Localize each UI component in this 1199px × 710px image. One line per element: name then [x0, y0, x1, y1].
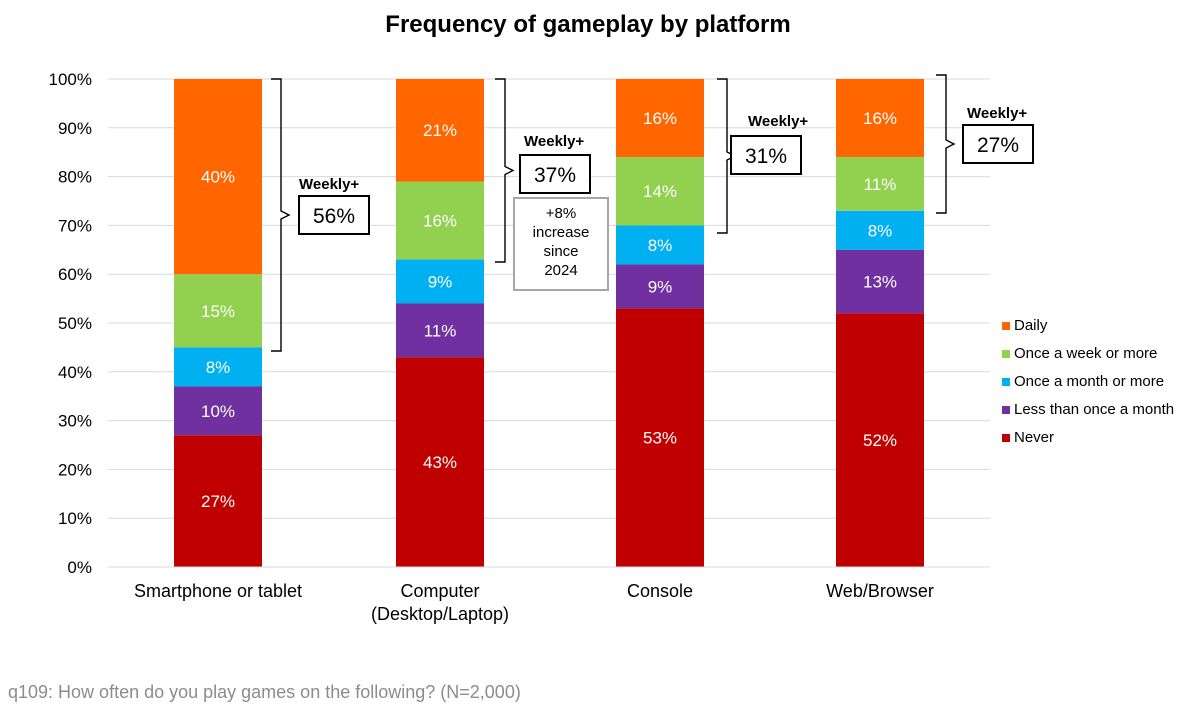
y-tick-label: 90% — [58, 119, 92, 138]
data-label: 11% — [424, 321, 457, 340]
bar-segment — [174, 274, 262, 348]
bar-segment — [174, 386, 262, 436]
bar-segment — [836, 79, 924, 158]
bar-segment — [396, 79, 484, 182]
bar-segment — [396, 303, 484, 358]
bar-segment — [616, 264, 704, 309]
bar-segment — [836, 249, 924, 314]
x-tick-label: (Desktop/Laptop) — [371, 604, 509, 624]
x-tick-label: Computer — [400, 581, 479, 601]
increase-note-text: increase — [533, 224, 590, 241]
bar-segment — [836, 313, 924, 567]
bar-segment — [836, 157, 924, 211]
weekly-label: Weekly+ — [748, 113, 808, 130]
increase-note-text: +8% — [546, 205, 576, 222]
bar-segment — [174, 435, 262, 567]
increase-note-text: 2024 — [544, 262, 577, 279]
weekly-value: 31% — [745, 145, 787, 168]
data-label: 16% — [863, 109, 897, 128]
weekly-bracket — [495, 78, 515, 263]
footnote: q109: How often do you play games on the… — [8, 682, 521, 702]
data-label: 16% — [643, 109, 677, 128]
y-tick-label: 70% — [58, 216, 92, 235]
weekly-value-box — [962, 124, 1034, 164]
data-label: 27% — [201, 492, 235, 511]
data-label: 8% — [206, 358, 231, 377]
bar-segment — [396, 181, 484, 260]
legend-entry: Daily — [1014, 317, 1048, 334]
data-label: 9% — [648, 277, 673, 296]
y-tick-label: 100% — [49, 70, 92, 89]
data-label: 13% — [863, 273, 897, 292]
bar-segment — [616, 79, 704, 158]
data-label: 16% — [423, 212, 457, 231]
data-label: 15% — [201, 302, 235, 321]
weekly-bracket — [936, 74, 956, 214]
bar-segment — [396, 357, 484, 567]
y-tick-label: 60% — [58, 265, 92, 284]
y-tick-label: 20% — [58, 460, 92, 479]
legend-swatch — [1002, 434, 1010, 442]
data-label: 10% — [201, 402, 235, 421]
legend-swatch — [1002, 322, 1010, 330]
y-tick-label: 0% — [67, 558, 92, 577]
bar-segment — [174, 79, 262, 275]
legend-entry: Once a month or more — [1014, 373, 1164, 390]
data-label: 8% — [868, 221, 893, 240]
weekly-value: 27% — [977, 134, 1019, 157]
weekly-label: Weekly+ — [524, 133, 584, 150]
chart-title: Frequency of gameplay by platform — [385, 11, 790, 38]
data-label: 14% — [643, 182, 677, 201]
weekly-value-box — [519, 154, 591, 194]
x-tick-label: Console — [627, 581, 693, 601]
legend-entry: Less than once a month — [1014, 401, 1174, 418]
increase-note-box — [513, 197, 609, 291]
weekly-value: 56% — [313, 205, 355, 228]
data-label: 43% — [423, 453, 457, 472]
legend-swatch — [1002, 378, 1010, 386]
data-label: 9% — [428, 273, 453, 292]
data-label: 8% — [648, 236, 673, 255]
data-label: 53% — [643, 429, 677, 448]
bar-segment — [616, 308, 704, 567]
data-label: 21% — [423, 121, 457, 140]
y-tick-label: 50% — [58, 314, 92, 333]
weekly-label: Weekly+ — [299, 176, 359, 193]
legend-swatch — [1002, 406, 1010, 414]
bar-segment — [616, 157, 704, 226]
y-tick-label: 30% — [58, 412, 92, 431]
bar-segment — [174, 347, 262, 387]
bar-segment — [396, 259, 484, 304]
x-tick-label: Smartphone or tablet — [134, 581, 302, 601]
data-label: 11% — [864, 175, 897, 194]
data-label: 52% — [863, 431, 897, 450]
bar-segment — [836, 210, 924, 250]
increase-note-text: since — [543, 243, 578, 260]
data-label: 40% — [201, 168, 235, 187]
weekly-value-box — [730, 135, 802, 175]
x-tick-label: Web/Browser — [826, 581, 934, 601]
y-tick-label: 40% — [58, 363, 92, 382]
weekly-label: Weekly+ — [967, 105, 1027, 122]
weekly-value-box — [298, 195, 370, 235]
weekly-value: 37% — [534, 164, 576, 187]
legend-entry: Once a week or more — [1014, 345, 1157, 362]
y-tick-label: 10% — [58, 509, 92, 528]
legend-swatch — [1002, 350, 1010, 358]
y-tick-label: 80% — [58, 168, 92, 187]
weekly-bracket — [271, 78, 291, 352]
bar-segment — [616, 225, 704, 265]
legend-entry: Never — [1014, 429, 1054, 446]
